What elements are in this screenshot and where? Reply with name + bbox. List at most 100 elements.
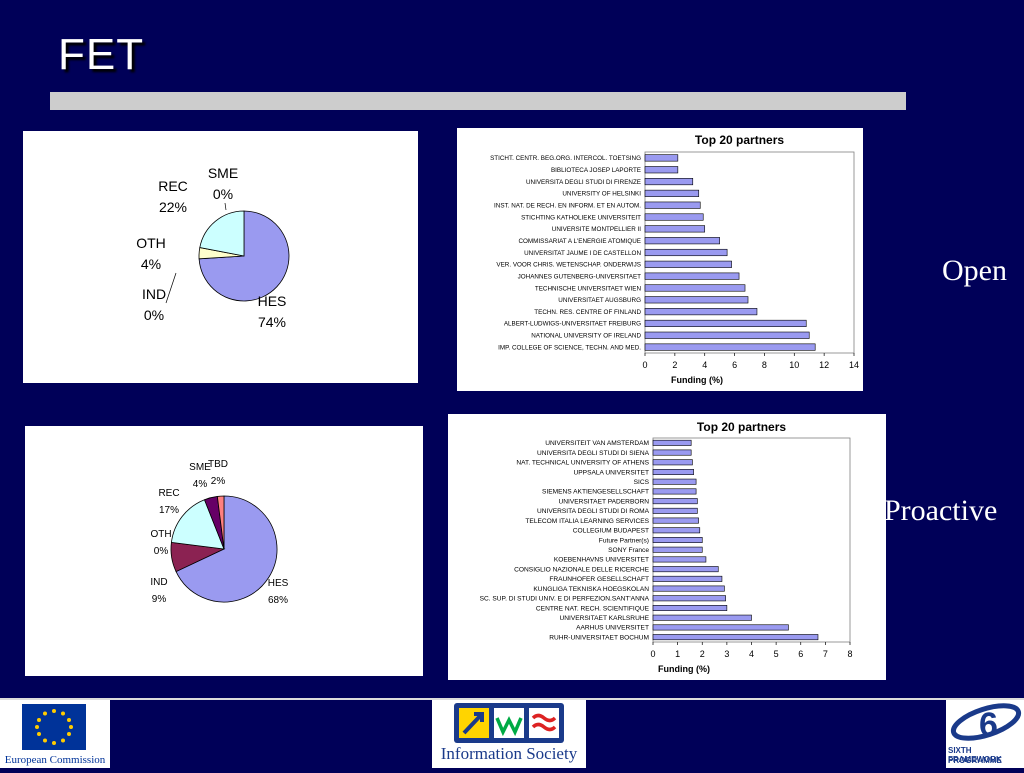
bar xyxy=(644,154,679,162)
pie-pct-ind: 9% xyxy=(152,594,167,605)
bar xyxy=(644,296,749,304)
x-tick-label: 0 xyxy=(642,360,647,370)
pie-label-ind: IND xyxy=(142,286,166,302)
category-label: SICS xyxy=(634,479,650,486)
bar-panel-proactive: Top 20 partners UNIVERSITEIT VAN AMSTERDA… xyxy=(448,414,886,680)
x-tick-label: 10 xyxy=(789,360,799,370)
bar xyxy=(644,331,810,339)
category-label: INST. NAT. DE RECH. EN INFORM. ET EN AUT… xyxy=(494,203,641,210)
bar xyxy=(652,439,692,446)
pie-pct-ind: 0% xyxy=(144,307,164,323)
category-label: UNIVERSITY OF HELSINKI xyxy=(562,191,641,198)
category-label: BIBLIOTECA JOSEP LAPORTE xyxy=(551,167,641,174)
bar xyxy=(652,459,693,466)
category-label: UNIVERSITA DEGLI STUDI DI ROMA xyxy=(537,508,650,515)
bar xyxy=(652,556,707,563)
bar xyxy=(644,308,758,316)
pie-pct-hes: 68% xyxy=(268,595,288,606)
x-tick-label: 7 xyxy=(823,649,828,659)
category-label: SIEMENS AKTIENGESELLSCHAFT xyxy=(542,489,649,496)
x-tick-label: 1 xyxy=(675,649,680,659)
bar xyxy=(652,488,697,495)
bar xyxy=(644,178,694,186)
bar xyxy=(644,225,706,233)
footer-divider xyxy=(0,698,1024,700)
svg-text:6: 6 xyxy=(979,706,998,744)
pie-pct-rec: 17% xyxy=(159,505,179,516)
x-tick-label: 2 xyxy=(700,649,705,659)
pie-pct-tbd: 2% xyxy=(211,476,226,487)
pie-label-hes: HES xyxy=(268,578,289,589)
pie-label-rec: REC xyxy=(158,178,188,194)
category-label: UNIVERSITAET KARLSRUHE xyxy=(559,615,649,622)
pie-pct-oth: 4% xyxy=(141,256,161,272)
pie-pct-hes: 74% xyxy=(258,314,286,330)
pie-label-sme: SME xyxy=(208,165,238,181)
pie-pct-sme: 0% xyxy=(213,186,233,202)
pie-slice-rec xyxy=(199,210,245,257)
info-society-icons xyxy=(454,703,564,743)
footer-bar: European Commission Information Society … xyxy=(0,700,1024,768)
title-underline-bar xyxy=(50,92,906,110)
category-label: CONSIGLIO NAZIONALE DELLE RICERCHE xyxy=(514,566,649,573)
bar-chart-open: Top 20 partners STICHT. CENTR. BEG.ORG. I… xyxy=(490,133,859,385)
bar xyxy=(652,585,725,592)
category-label: UNIVERSITAT JAUME I DE CASTELLON xyxy=(524,250,641,257)
x-tick-label: 8 xyxy=(847,649,852,659)
bar xyxy=(652,449,692,456)
bar xyxy=(652,498,698,505)
category-label: UNIVERSITA DEGLI STUDI DI FIRENZE xyxy=(526,179,641,186)
pie-slice-hes xyxy=(175,495,278,603)
bar xyxy=(652,566,719,573)
bar xyxy=(644,284,746,292)
bar-panel-open: Top 20 partners STICHT. CENTR. BEG.ORG. I… xyxy=(457,128,863,391)
category-label: KUNGLIGA TEKNISKA HOEGSKOLAN xyxy=(533,586,649,593)
european-commission-logo: European Commission xyxy=(2,702,108,768)
pie-leader-sme xyxy=(224,202,227,211)
x-tick-label: 3 xyxy=(724,649,729,659)
x-tick-label: 0 xyxy=(650,649,655,659)
category-label: AARHUS UNIVERSITET xyxy=(576,625,649,632)
bar xyxy=(652,624,789,631)
x-axis-label: Funding (%) xyxy=(671,375,723,385)
information-society-logo: Information Society xyxy=(432,700,586,768)
pie-label-tbd: TBD xyxy=(208,459,228,470)
category-label: IMP. COLLEGE OF SCIENCE, TECHN. AND MED. xyxy=(498,344,641,351)
pie-pct-sme: 4% xyxy=(193,479,208,490)
category-label: UNIVERSITA DEGLI STUDI DI SIENA xyxy=(537,450,650,457)
bar xyxy=(652,527,701,534)
x-tick-label: 6 xyxy=(732,360,737,370)
proactive-label: Proactive xyxy=(884,494,998,527)
bar xyxy=(652,575,723,582)
x-tick-label: 4 xyxy=(702,360,707,370)
bar-chart-proactive: Top 20 partners UNIVERSITEIT VAN AMSTERDA… xyxy=(480,420,853,674)
bar xyxy=(652,507,698,514)
category-label: TELECOM ITALIA LEARNING SERVICES xyxy=(525,518,649,525)
open-label: Open xyxy=(942,254,1007,287)
fp6-text-line2: PROGRAMME xyxy=(948,756,1002,765)
pie-pct-rec: 22% xyxy=(159,199,187,215)
pie-label-oth: OTH xyxy=(136,235,166,251)
category-label: SONY France xyxy=(608,547,649,554)
x-tick-label: 8 xyxy=(762,360,767,370)
page-title: FET xyxy=(58,30,145,79)
x-tick-label: 14 xyxy=(849,360,859,370)
category-label: COLLEGIUM BUDAPEST xyxy=(573,528,649,535)
information-society-text: Information Society xyxy=(440,744,578,763)
category-label: COMMISSARIAT A L'ENERGIE ATOMIQUE xyxy=(518,238,641,245)
pie-label-ind: IND xyxy=(150,577,167,588)
pie-label-sme: SME xyxy=(189,462,211,473)
bar xyxy=(652,614,752,621)
category-label: Future Partner(s) xyxy=(599,537,649,544)
bar xyxy=(644,319,807,327)
category-label: UNIVERSITE MONTPELLIER II xyxy=(552,226,641,233)
bar xyxy=(652,517,699,524)
pie-slice-tbd xyxy=(216,495,225,550)
category-label: UNIVERSITAET AUGSBURG xyxy=(558,297,641,304)
category-label: UPPSALA UNIVERSITET xyxy=(574,469,649,476)
pie-label-hes: HES xyxy=(258,293,287,309)
bar xyxy=(652,634,819,641)
plot-area xyxy=(644,151,855,354)
category-label: STICHT. CENTR. BEG.ORG. INTERCOL. TOETSI… xyxy=(490,155,641,162)
category-label: STICHTING KATHOLIEKE UNIVERSITEIT xyxy=(521,214,641,221)
